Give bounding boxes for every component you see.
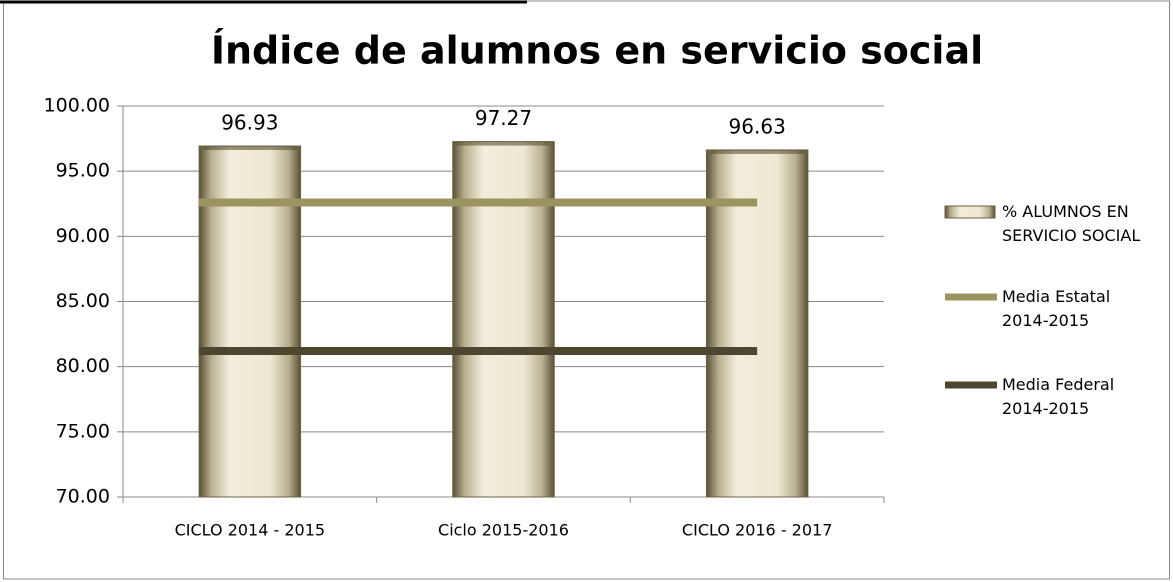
x-tick-label: CICLO 2014 - 2015 [175, 521, 325, 540]
data-label: 97.27 [475, 106, 532, 130]
y-tick-label: 80.00 [56, 355, 110, 377]
y-tick-label: 90.00 [56, 225, 110, 247]
legend-label: Media Federal 2014-2015 [1002, 375, 1115, 418]
bar-top [456, 141, 551, 146]
data-label: 96.93 [221, 111, 278, 135]
y-tick-label: 95.00 [56, 160, 110, 182]
chart-title: Índice de alumnos en servicio social [211, 29, 983, 73]
y-tick-label: 100.00 [44, 95, 110, 117]
bar [705, 149, 809, 498]
y-tick-label: 75.00 [56, 420, 110, 442]
x-tick-label: Ciclo 2015-2016 [438, 521, 569, 540]
legend-swatch [944, 205, 996, 219]
data-label: 96.63 [729, 114, 786, 138]
legend-label: % ALUMNOS EN SERVICIO SOCIAL [1002, 202, 1141, 245]
x-tick-label: CICLO 2016 - 2017 [682, 521, 832, 540]
bar [452, 141, 555, 498]
y-tick-label: 85.00 [56, 290, 110, 312]
bar-top [710, 149, 804, 154]
y-tick-label: 70.00 [56, 486, 110, 508]
bar-top [203, 146, 297, 151]
chart-border [3, 0, 1170, 580]
legend-label: Media Estatal 2014-2015 [1002, 287, 1111, 330]
